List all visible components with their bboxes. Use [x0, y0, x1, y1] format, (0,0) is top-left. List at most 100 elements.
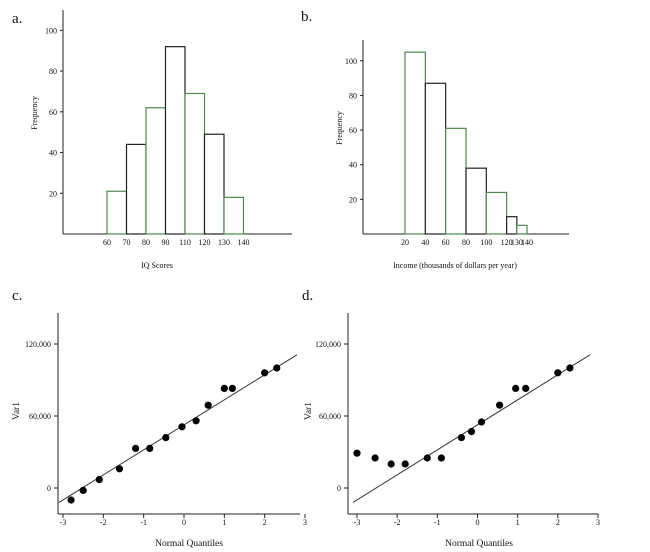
histogram-bar — [184, 92, 206, 235]
x-axis-title: IQ Scores — [141, 261, 173, 270]
panel-letter: d. — [302, 288, 313, 304]
y-tick-label: 20 — [349, 195, 357, 204]
x-tick-label: 2 — [263, 518, 267, 527]
data-point — [512, 384, 520, 392]
x-tick-label: -2 — [394, 518, 401, 527]
data-point — [423, 454, 431, 462]
data-point — [178, 423, 186, 431]
x-tick-label: 3 — [596, 518, 600, 527]
x-tick-label: -1 — [434, 518, 441, 527]
x-tick-label: 60 — [103, 238, 111, 247]
data-point — [554, 369, 562, 377]
data-point — [387, 460, 395, 468]
x-tick-label: -3 — [60, 518, 67, 527]
x-tick-label: 3 — [303, 518, 307, 527]
x-tick-label: 90 — [162, 238, 170, 247]
panel-a-histogram-iq: a. 20 40 60 80 100 60 70 80 90 110 120 130 140 IQ Scor… — [12, 10, 292, 270]
y-tick-label: 120,000 — [315, 340, 341, 349]
data-point — [261, 369, 269, 377]
histogram-bar — [506, 216, 518, 235]
histogram-bar — [125, 143, 147, 235]
x-tick-label: 2 — [556, 518, 560, 527]
y-tick-label: 80 — [49, 67, 57, 76]
x-tick-label: 0 — [182, 518, 186, 527]
data-point — [353, 449, 361, 457]
data-point — [79, 486, 87, 494]
x-tick-label: 60 — [442, 238, 450, 247]
y-axis-title: Frequency — [335, 111, 344, 145]
x-tick-label: 140 — [521, 238, 533, 247]
data-point — [146, 444, 154, 452]
histogram-bar — [404, 51, 426, 235]
y-tick-label: 0 — [47, 484, 51, 493]
data-point — [522, 384, 530, 392]
y-axis-title: Var1 — [12, 402, 22, 420]
x-tick-label: 1 — [516, 518, 520, 527]
data-point — [477, 418, 486, 426]
histogram-bar — [465, 167, 487, 235]
histogram-bar — [203, 133, 225, 235]
x-tick-label: 1 — [222, 518, 226, 527]
x-tick-label: 120 — [501, 238, 513, 247]
x-tick-label: 40 — [421, 238, 429, 247]
y-tick-label: 0 — [337, 484, 341, 493]
y-tick-label: 100 — [345, 57, 357, 66]
panel-d-quantile-plot: d. 0 60,000 120,000 -3 -2 -1 0 1 2 3 Normal Quantil… — [302, 288, 600, 549]
x-tick-label: -3 — [354, 518, 361, 527]
histogram-bar — [223, 196, 245, 235]
data-point — [228, 384, 236, 392]
data-point — [273, 364, 281, 372]
data-point — [115, 465, 124, 473]
histogram-bar — [424, 82, 447, 235]
y-tick-label: 60 — [49, 108, 57, 117]
x-axis-title: Normal Quantiles — [155, 539, 223, 549]
y-tick-label: 120,000 — [25, 340, 51, 349]
data-point — [132, 444, 140, 452]
x-tick-label: 120 — [199, 238, 211, 247]
histogram-bar — [145, 107, 167, 235]
x-tick-label: 20 — [401, 238, 409, 247]
histogram-bar — [106, 190, 128, 235]
x-tick-label: 0 — [476, 518, 480, 527]
data-point — [371, 454, 379, 462]
histogram-bar — [516, 224, 528, 235]
x-tick-label: 110 — [179, 238, 191, 247]
panel-letter: b. — [301, 9, 312, 25]
x-axis-title: Normal Quantiles — [445, 539, 513, 549]
y-axis-title: Var1 — [304, 402, 314, 420]
histogram-bar — [164, 46, 186, 235]
y-tick-label: 20 — [49, 189, 57, 198]
data-point — [67, 496, 75, 504]
y-tick-label: 40 — [49, 149, 57, 158]
reference-line — [58, 354, 298, 503]
histogram-bar — [445, 127, 467, 235]
x-tick-label: 100 — [480, 238, 492, 247]
x-tick-label: -2 — [100, 518, 107, 527]
y-tick-label: 80 — [349, 91, 357, 100]
x-tick-label: 80 — [142, 238, 150, 247]
data-point — [437, 454, 445, 462]
x-tick-label: 140 — [238, 238, 250, 247]
data-point — [566, 364, 574, 372]
x-tick-label: -1 — [140, 518, 147, 527]
x-tick-label: 80 — [462, 238, 470, 247]
x-tick-label: 130 — [218, 238, 230, 247]
y-tick-label: 60 — [349, 126, 357, 135]
data-point — [204, 401, 212, 409]
panel-letter: a. — [12, 11, 22, 27]
x-tick-label: 70 — [123, 238, 131, 247]
panel-letter: c. — [12, 288, 22, 304]
y-axis-title: Frequency — [30, 96, 39, 130]
y-tick-label: 60,000 — [319, 412, 341, 421]
panel-c-quantile-plot: c. 0 60,000 120,000 -3 -2 -1 0 1 2 3 Normal Quantil… — [12, 288, 307, 549]
y-tick-label: 100 — [45, 26, 57, 35]
data-point — [467, 428, 476, 436]
data-point — [162, 434, 170, 442]
data-point — [401, 460, 409, 468]
data-point — [457, 434, 466, 442]
data-point — [192, 417, 200, 425]
histogram-bar — [485, 191, 508, 235]
data-point — [95, 476, 103, 484]
